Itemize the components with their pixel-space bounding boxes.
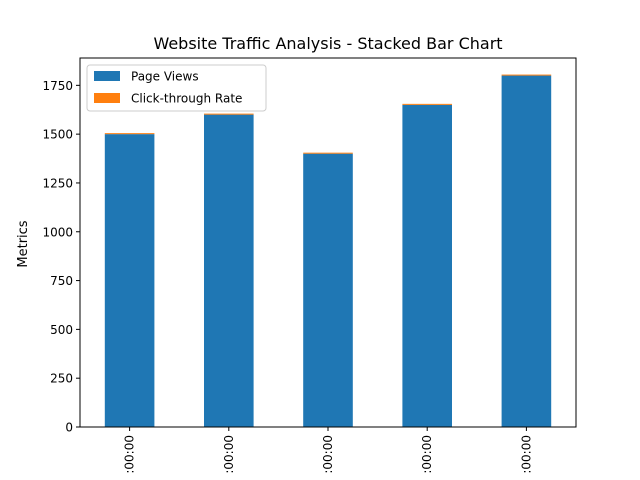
y-tick-label-7: 1750 [42, 79, 73, 93]
y-tick-label-1: 250 [50, 372, 73, 386]
bar-click-through-rate-2 [303, 152, 353, 154]
chart-title: Website Traffic Analysis - Stacked Bar C… [153, 34, 502, 53]
x-tick-label-4: :00:00 [519, 435, 533, 474]
x-axis: :00:00 :00:00 :00:00 :00:00 :00:00 [123, 427, 533, 474]
y-axis-label: Metrics [16, 220, 31, 267]
y-tick-label-0: 0 [65, 421, 73, 435]
y-tick-label-3: 750 [50, 274, 73, 288]
legend-box [86, 64, 267, 112]
legend-swatch-0 [94, 71, 120, 81]
x-tick-label-1: :00:00 [222, 435, 236, 474]
bar-page-views-1 [204, 114, 254, 428]
bar-page-views-2 [303, 153, 353, 428]
legend-label-0: Page Views [131, 70, 199, 84]
bar-click-through-rate-3 [402, 103, 452, 105]
y-tick-label-4: 1000 [42, 225, 73, 239]
x-tick-label-0: :00:00 [123, 435, 137, 474]
bar-click-through-rate-4 [501, 74, 552, 76]
y-tick-label-5: 1250 [42, 176, 73, 190]
plot-frame [79, 57, 577, 428]
bar-page-views-3 [402, 104, 452, 428]
legend: Page Views Click-through Rate [86, 64, 267, 112]
y-tick-label-6: 1500 [42, 128, 73, 142]
bar-click-through-rate-0 [104, 133, 155, 135]
y-axis: 0 250 500 750 1000 1250 1500 1750 [42, 79, 80, 435]
x-tick-label-2: :00:00 [321, 435, 335, 474]
bar-click-through-rate-1 [204, 113, 254, 115]
y-tick-label-2: 500 [50, 323, 73, 337]
legend-swatch-1 [94, 93, 120, 103]
bar-page-views-0 [104, 134, 155, 427]
bars-group [104, 74, 552, 428]
legend-label-1: Click-through Rate [131, 92, 242, 106]
x-tick-label-3: :00:00 [420, 435, 434, 474]
bar-page-views-4 [501, 75, 552, 427]
